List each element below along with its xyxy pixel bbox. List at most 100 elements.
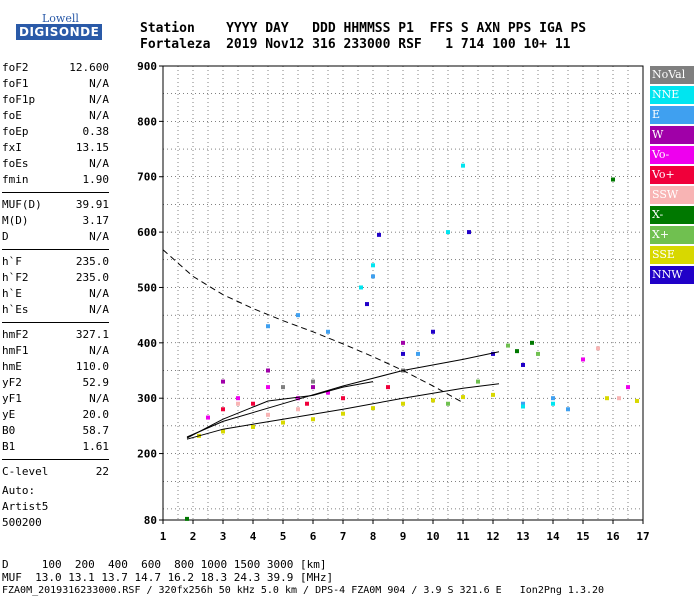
data-point [371, 274, 375, 279]
data-point [530, 340, 534, 345]
param-name: h`F2 [2, 271, 29, 284]
param-row: foE N/A [2, 108, 109, 124]
data-point [386, 385, 390, 390]
data-point [341, 411, 345, 416]
param-name: foEs [2, 157, 29, 170]
param-value: 1.61 [82, 440, 110, 453]
auto-line3: 500200 [2, 516, 42, 529]
param-row: foF2 12.600 [2, 60, 109, 76]
data-point [626, 385, 630, 390]
x-tick-label: 7 [340, 530, 347, 543]
param-name: h`E [2, 287, 22, 300]
data-point [461, 395, 465, 400]
param-value: 58.7 [82, 424, 110, 437]
trace-curve [186, 351, 500, 438]
param-name: B1 [2, 440, 16, 453]
param-value: 3.17 [82, 214, 110, 227]
x-tick-label: 15 [576, 530, 589, 543]
param-value: 22 [95, 465, 109, 478]
legend-item: NNW [650, 266, 694, 284]
data-point [596, 346, 600, 351]
footer-distance-line: D 100 200 400 600 800 1000 1500 3000 [km… [2, 558, 327, 571]
param-name: hmF2 [2, 328, 29, 341]
x-tick-label: 8 [370, 530, 377, 543]
param-name: M(D) [2, 214, 29, 227]
data-point [416, 351, 420, 356]
data-point [566, 407, 570, 412]
param-value: 52.9 [82, 376, 110, 389]
param-value: 12.600 [69, 61, 109, 74]
param-value: 235.0 [75, 255, 109, 268]
y-tick-label: 500 [137, 281, 157, 294]
param-value: N/A [89, 392, 109, 405]
param-row: hmE 110.0 [2, 359, 109, 375]
data-point [461, 163, 465, 168]
legend-item: W [650, 126, 694, 144]
param-value: N/A [89, 109, 109, 122]
data-point [221, 407, 225, 412]
x-tick-label: 9 [400, 530, 407, 543]
param-value: 39.91 [75, 198, 109, 211]
x-tick-label: 4 [250, 530, 257, 543]
param-name: yE [2, 408, 16, 421]
data-point [365, 302, 369, 307]
data-point [296, 313, 300, 318]
param-separator [2, 459, 109, 460]
param-value: N/A [89, 303, 109, 316]
param-name: hmE [2, 360, 22, 373]
data-point [359, 285, 363, 290]
param-name: h`F [2, 255, 22, 268]
logo-line2: DIGISONDE [16, 24, 103, 40]
legend-item: E [650, 106, 694, 124]
param-row: MUF(D) 39.91 [2, 197, 109, 213]
data-point [266, 324, 270, 329]
data-point [491, 392, 495, 397]
param-value: N/A [89, 77, 109, 90]
legend-item: NoVal [650, 66, 694, 84]
data-point [521, 401, 525, 406]
param-row: h`E N/A [2, 286, 109, 302]
param-name: foE [2, 109, 22, 122]
param-value: 110.0 [75, 360, 109, 373]
param-separator [2, 322, 109, 323]
param-separator [2, 249, 109, 250]
param-name: foF1p [2, 93, 36, 106]
param-name: fxI [2, 141, 22, 154]
data-point [476, 379, 480, 384]
y-tick-label: 900 [137, 60, 157, 73]
legend-item: Vo- [650, 146, 694, 164]
header-row2: Fortaleza 2019 Nov12 316 233000 RSF 1 71… [140, 37, 571, 52]
param-row: B1 1.61 [2, 439, 109, 455]
data-point [326, 390, 330, 395]
param-name: C-level [2, 465, 49, 478]
param-row: fxI 13.15 [2, 140, 109, 156]
y-tick-label: 400 [137, 337, 157, 350]
param-value: N/A [89, 230, 109, 243]
data-point [206, 415, 210, 420]
legend-item: X- [650, 206, 694, 224]
data-point [305, 401, 309, 406]
data-point [491, 351, 495, 356]
param-name: foEp [2, 125, 29, 138]
param-name: yF2 [2, 376, 22, 389]
param-name: foF1 [2, 77, 29, 90]
param-value: 0.38 [82, 125, 110, 138]
data-point [326, 329, 330, 334]
param-row: foF1p N/A [2, 92, 109, 108]
data-point [467, 230, 471, 235]
data-point [515, 349, 519, 354]
param-value: 13.15 [75, 141, 109, 154]
data-point [401, 340, 405, 345]
y-tick-label: 300 [137, 392, 157, 405]
footer-file-line: FZA0M_2019316233000.RSF / 320fx256h 50 k… [2, 585, 605, 596]
legend-item: NNE [650, 86, 694, 104]
param-name: fmin [2, 173, 29, 186]
data-point [611, 177, 615, 182]
param-row: foF1 N/A [2, 76, 109, 92]
x-tick-label: 5 [280, 530, 287, 543]
param-row: yF1 N/A [2, 391, 109, 407]
param-row: M(D) 3.17 [2, 213, 109, 229]
data-point [266, 368, 270, 373]
param-row: foEs N/A [2, 156, 109, 172]
